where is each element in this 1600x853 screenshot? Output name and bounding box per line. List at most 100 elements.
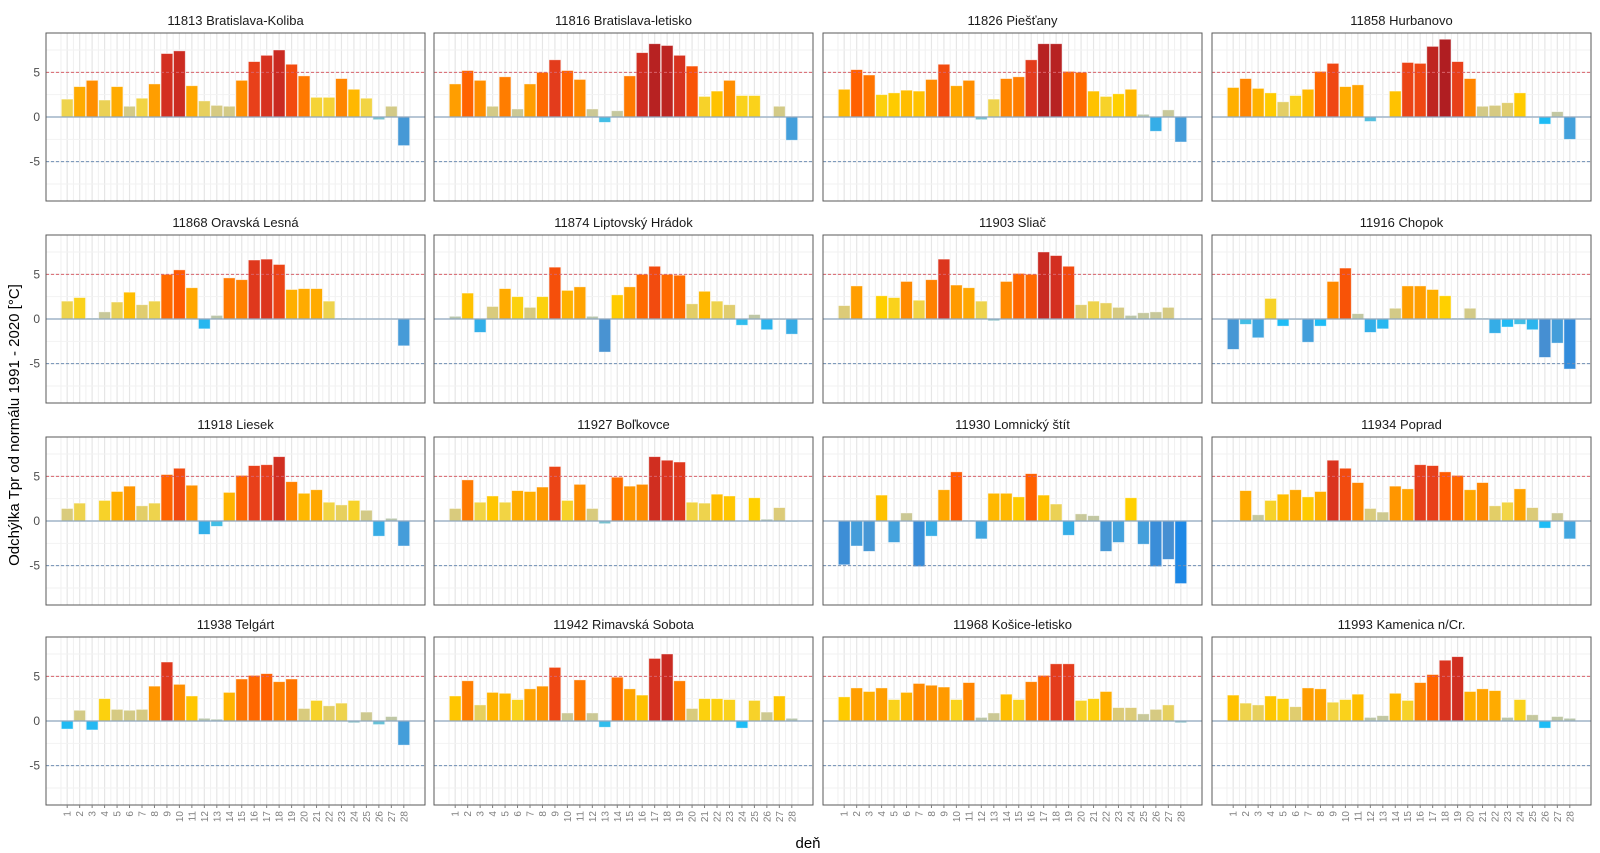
x-tick-label: 26 bbox=[1151, 811, 1162, 823]
x-tick-label: 4 bbox=[877, 811, 888, 817]
bar bbox=[912, 683, 926, 722]
bar bbox=[1264, 500, 1277, 522]
bar bbox=[962, 682, 976, 722]
bar bbox=[1264, 92, 1277, 118]
bar bbox=[1451, 475, 1464, 522]
bar bbox=[887, 699, 901, 722]
bar bbox=[372, 520, 386, 537]
x-tick-label: 10 bbox=[1341, 811, 1352, 823]
bar bbox=[1226, 694, 1240, 722]
bar bbox=[1049, 663, 1063, 722]
y-tick-label: 0 bbox=[33, 110, 40, 124]
bar bbox=[950, 85, 963, 118]
bar bbox=[673, 680, 686, 722]
bar bbox=[1012, 76, 1025, 118]
x-tick-label: 22 bbox=[1491, 811, 1502, 823]
bar bbox=[536, 71, 549, 118]
bar bbox=[1351, 313, 1365, 320]
bar bbox=[148, 685, 161, 722]
bar bbox=[1351, 482, 1365, 522]
x-tick-label: 13 bbox=[1378, 811, 1389, 823]
bar bbox=[735, 95, 749, 118]
bar bbox=[548, 266, 562, 320]
bar bbox=[1339, 86, 1352, 118]
bar bbox=[1488, 690, 1502, 722]
bar bbox=[773, 695, 786, 722]
x-tick-label: 2 bbox=[852, 811, 863, 817]
bar bbox=[1326, 459, 1340, 522]
bar bbox=[1301, 88, 1315, 118]
bar bbox=[1226, 87, 1240, 118]
bar bbox=[962, 287, 976, 320]
bar bbox=[1463, 78, 1477, 118]
bar bbox=[235, 678, 248, 722]
bar bbox=[247, 61, 261, 118]
bar bbox=[1301, 496, 1315, 522]
bar bbox=[1112, 93, 1125, 118]
bar bbox=[598, 318, 612, 353]
bar bbox=[473, 704, 487, 722]
x-tick-label: 9 bbox=[939, 811, 950, 817]
bar bbox=[148, 300, 161, 320]
bar bbox=[98, 698, 111, 722]
x-tick-label: 28 bbox=[399, 811, 410, 823]
bar bbox=[698, 96, 711, 118]
bar bbox=[648, 43, 661, 118]
panel: 11927 Boľkovce bbox=[433, 417, 814, 606]
bar bbox=[586, 712, 599, 722]
bar bbox=[448, 695, 462, 722]
bar bbox=[685, 708, 699, 722]
bar bbox=[123, 291, 136, 320]
bar bbox=[322, 501, 336, 522]
panel-title: 11916 Chopok bbox=[1360, 215, 1444, 230]
bar bbox=[937, 489, 951, 522]
bar bbox=[1239, 490, 1252, 522]
bar bbox=[1364, 116, 1377, 122]
x-tick-label: 28 bbox=[1565, 811, 1576, 823]
x-tick-label: 19 bbox=[675, 811, 686, 823]
bar bbox=[723, 495, 736, 522]
x-tick-label: 10 bbox=[952, 811, 963, 823]
bar bbox=[710, 90, 724, 118]
bar bbox=[285, 481, 298, 522]
bar bbox=[1376, 715, 1390, 722]
panel: 11874 Liptovský Hrádok bbox=[433, 215, 814, 404]
bar bbox=[1301, 687, 1315, 722]
x-tick-label: 13 bbox=[212, 811, 223, 823]
panel-frame bbox=[822, 436, 1203, 606]
bar bbox=[486, 692, 499, 722]
x-tick-label: 9 bbox=[162, 811, 173, 817]
x-tick-label: 13 bbox=[989, 811, 1000, 823]
panel-frame bbox=[1211, 636, 1592, 806]
bar bbox=[685, 65, 699, 118]
bar bbox=[1401, 700, 1414, 722]
bar bbox=[498, 288, 512, 320]
x-tick-label: 4 bbox=[1266, 811, 1277, 817]
bar bbox=[987, 98, 1001, 118]
bar bbox=[310, 489, 323, 522]
x-tick-label: 25 bbox=[362, 811, 373, 823]
bar bbox=[950, 699, 963, 722]
bar bbox=[1239, 318, 1252, 325]
bar bbox=[548, 59, 562, 118]
bar bbox=[1276, 101, 1290, 118]
y-axis-label: Odchýlka Tpr od normálu 1991 - 2020 [°C] bbox=[6, 284, 23, 566]
y-tick-label: -5 bbox=[29, 357, 40, 371]
bar bbox=[110, 86, 124, 118]
bar bbox=[1049, 255, 1063, 320]
bar bbox=[473, 79, 487, 118]
y-tick-label: 5 bbox=[33, 65, 40, 79]
x-tick-label: 17 bbox=[1428, 811, 1439, 823]
bar bbox=[1251, 88, 1265, 118]
bar bbox=[912, 520, 926, 567]
bar bbox=[247, 465, 261, 522]
bar bbox=[1413, 285, 1427, 320]
bar bbox=[773, 507, 786, 522]
x-tick-label: 21 bbox=[700, 811, 711, 823]
bar bbox=[60, 300, 74, 320]
bar bbox=[272, 264, 286, 320]
bar bbox=[85, 79, 99, 118]
bar bbox=[1501, 102, 1514, 118]
bar bbox=[1124, 497, 1138, 522]
